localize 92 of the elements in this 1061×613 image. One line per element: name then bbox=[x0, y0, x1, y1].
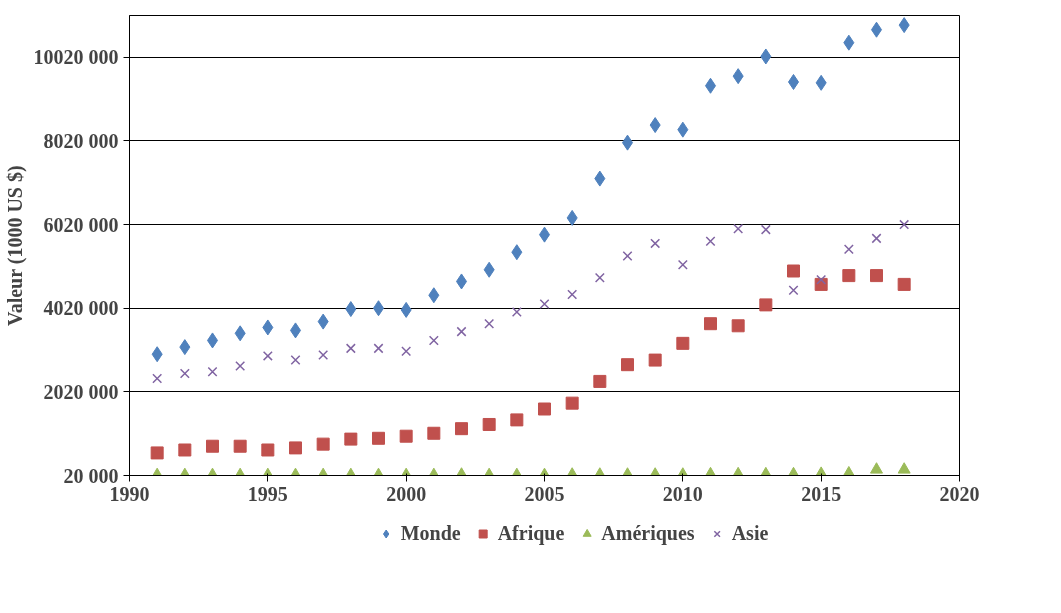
point bbox=[871, 233, 882, 244]
point bbox=[594, 170, 606, 187]
point bbox=[483, 261, 495, 278]
point bbox=[510, 413, 524, 427]
x-tick-label: 2000 bbox=[386, 482, 427, 505]
legend-label: Afrique bbox=[497, 521, 565, 545]
y-tick-label: 6020 000 bbox=[43, 213, 119, 236]
point bbox=[677, 259, 688, 270]
point bbox=[372, 431, 385, 445]
point bbox=[427, 426, 441, 440]
point bbox=[511, 307, 522, 317]
x-tick-label: 2015 bbox=[801, 482, 842, 505]
point bbox=[262, 350, 273, 361]
point bbox=[262, 319, 274, 336]
point bbox=[317, 313, 329, 330]
point bbox=[897, 462, 911, 474]
point bbox=[178, 443, 192, 457]
point bbox=[759, 298, 773, 312]
point bbox=[207, 366, 218, 377]
point bbox=[428, 335, 439, 346]
point bbox=[898, 17, 910, 34]
legend-label: Amériques bbox=[601, 521, 695, 545]
point bbox=[179, 339, 191, 356]
point bbox=[705, 236, 716, 247]
point bbox=[731, 319, 745, 333]
point bbox=[428, 287, 440, 304]
point bbox=[842, 269, 856, 283]
point bbox=[899, 219, 910, 230]
point bbox=[649, 117, 661, 134]
point bbox=[870, 462, 883, 474]
point bbox=[621, 358, 634, 372]
point bbox=[788, 285, 799, 296]
point bbox=[565, 396, 579, 410]
point bbox=[233, 439, 247, 453]
point bbox=[870, 269, 883, 283]
point bbox=[538, 402, 551, 416]
point bbox=[676, 336, 690, 350]
point bbox=[373, 343, 384, 354]
point bbox=[456, 326, 467, 337]
point bbox=[400, 301, 412, 318]
point bbox=[289, 441, 302, 455]
point bbox=[593, 374, 607, 388]
point bbox=[206, 439, 219, 453]
point bbox=[401, 346, 412, 357]
point bbox=[650, 238, 661, 249]
point bbox=[318, 350, 329, 361]
point bbox=[316, 437, 330, 451]
point bbox=[344, 432, 358, 446]
point bbox=[816, 274, 827, 285]
point bbox=[760, 224, 771, 235]
point bbox=[732, 68, 744, 85]
point bbox=[484, 318, 495, 329]
y-tick-label: 4020 000 bbox=[43, 297, 119, 320]
point bbox=[235, 360, 246, 371]
point bbox=[622, 250, 633, 261]
point bbox=[594, 272, 605, 283]
y-axis-title: Valeur (1000 US $) bbox=[3, 165, 27, 326]
point bbox=[677, 121, 689, 138]
y-tick-label: 8020 000 bbox=[43, 129, 119, 152]
point bbox=[179, 368, 190, 379]
point bbox=[539, 299, 550, 310]
point bbox=[482, 417, 496, 431]
point bbox=[648, 353, 662, 367]
point bbox=[787, 264, 800, 278]
point bbox=[760, 48, 772, 65]
point bbox=[152, 373, 163, 384]
legend-label: Monde bbox=[400, 521, 461, 545]
point bbox=[511, 244, 523, 261]
point bbox=[815, 74, 827, 91]
point bbox=[897, 277, 911, 291]
point bbox=[399, 429, 413, 443]
y-tick-label: 10020 000 bbox=[33, 46, 119, 69]
point bbox=[290, 355, 301, 366]
point bbox=[733, 223, 744, 234]
point bbox=[843, 244, 854, 255]
legend-label: Asie bbox=[731, 521, 769, 545]
point bbox=[261, 443, 275, 457]
x-tick-label: 2020 bbox=[939, 482, 980, 505]
point bbox=[843, 34, 855, 51]
x-tick-label: 1995 bbox=[247, 482, 288, 505]
point bbox=[151, 346, 163, 363]
point bbox=[567, 289, 578, 300]
point bbox=[566, 209, 578, 226]
point bbox=[345, 343, 356, 354]
point bbox=[704, 317, 717, 331]
point bbox=[234, 325, 246, 342]
x-tick-label: 2005 bbox=[524, 482, 565, 505]
point bbox=[345, 301, 357, 318]
point bbox=[455, 422, 468, 436]
x-tick-label: 2010 bbox=[662, 482, 703, 505]
point bbox=[150, 446, 164, 460]
y-tick-label: 2020 000 bbox=[43, 380, 119, 403]
